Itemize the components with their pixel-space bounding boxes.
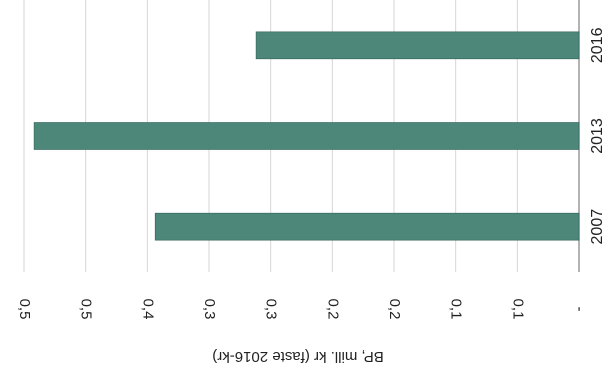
- value-tick-label: 0,2: [324, 299, 341, 320]
- value-tick-label: 0,1: [509, 299, 526, 320]
- bar-2016: [255, 31, 580, 60]
- category-axis-ticks: 2007 2013 2016: [589, 27, 606, 244]
- bar-2013: [33, 122, 580, 150]
- value-tick-label: 0,5: [78, 299, 95, 320]
- value-axis-ticks: - 0,1 0,1 0,2 0,2 0,3 0,3 0,4 0,5 0,5: [16, 299, 588, 320]
- value-tick-label: 0,5: [16, 299, 33, 320]
- category-label-2013: 2013: [589, 118, 606, 154]
- category-label-2016: 2016: [589, 27, 606, 63]
- value-tick-label: 0,4: [139, 299, 156, 320]
- value-tick-label: 0,2: [386, 299, 403, 320]
- bar-2007: [154, 212, 580, 241]
- bars: [33, 31, 580, 241]
- value-tick-label: 0,3: [263, 299, 280, 320]
- category-label-2007: 2007: [589, 209, 606, 245]
- value-tick-label: -: [571, 307, 588, 312]
- value-tick-label: 0,3: [201, 299, 218, 320]
- value-axis-title: BP, mill. kr (faste 2016-kr): [212, 348, 383, 365]
- value-tick-label: 0,1: [448, 299, 465, 320]
